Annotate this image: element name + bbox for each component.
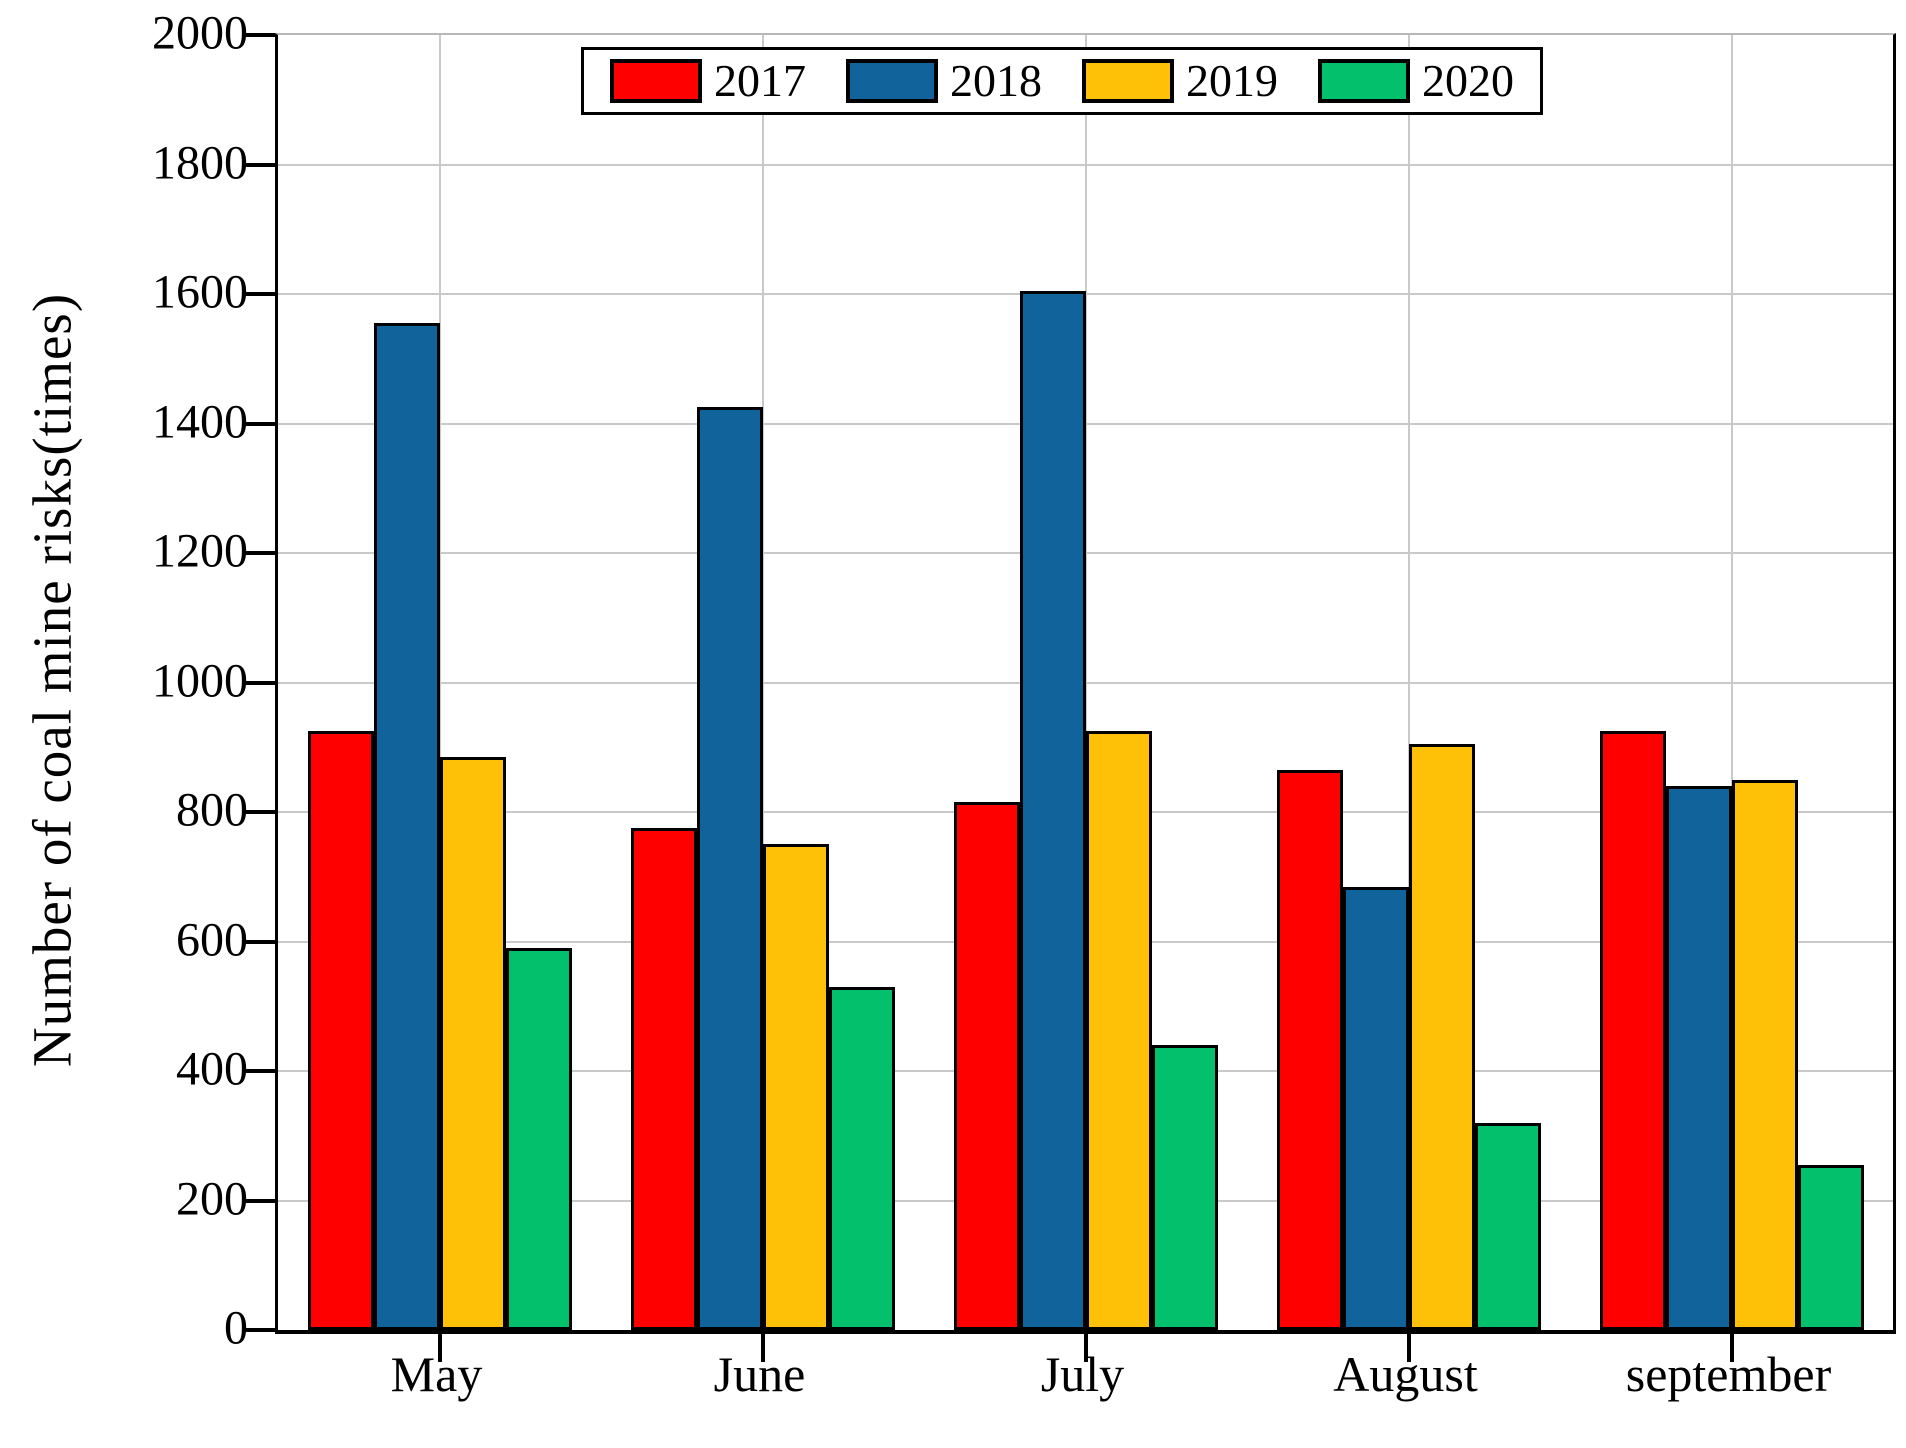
y-tick-1000 [245, 680, 275, 685]
legend-swatch-2017 [610, 59, 702, 103]
x-tick-June [760, 1334, 765, 1362]
bar-2020-June [828, 986, 895, 1330]
y-tick-label-2000: 2000 [152, 6, 248, 60]
y-tick-1200 [245, 551, 275, 555]
y-tick-label-1000: 1000 [152, 654, 248, 707]
x-tick-label-July: July [1040, 1346, 1125, 1402]
v-gridline-June [761, 35, 764, 1330]
bar-2020-August [1474, 1122, 1541, 1330]
x-tick-August [1406, 1334, 1411, 1362]
legend-label-2020: 2020 [1422, 55, 1514, 106]
y-tick-label-1200: 1200 [152, 524, 248, 578]
bar-2018-september [1665, 786, 1732, 1330]
y-tick-400 [245, 1069, 275, 1073]
y-tick-600 [245, 939, 275, 944]
legend-item-2018: 2018 [846, 58, 1042, 104]
bar-2019-July [1085, 731, 1152, 1330]
legend-item-2020: 2020 [1318, 58, 1514, 104]
plot-area: 2017 2018 2019 2020 [245, 33, 1896, 1362]
legend-label-2018: 2018 [950, 55, 1042, 106]
bar-2019-August [1408, 744, 1475, 1330]
bar-2019-June [762, 844, 829, 1330]
bar-2017-June [630, 828, 697, 1330]
bar-2017-July [953, 802, 1020, 1330]
legend-swatch-2019 [1082, 59, 1174, 103]
bar-2020-July [1151, 1045, 1218, 1330]
x-tick-May [437, 1334, 442, 1362]
legend-item-2017: 2017 [610, 58, 806, 104]
bar-2018-July [1019, 290, 1086, 1330]
v-gridline-september [1730, 35, 1733, 1330]
legend-swatch-2018 [846, 59, 938, 103]
y-tick-1600 [245, 292, 275, 296]
bar-2020-May [505, 948, 572, 1330]
bar-2017-August [1276, 769, 1343, 1330]
bar-2019-september [1731, 779, 1798, 1330]
y-tick-label-200: 200 [176, 1172, 248, 1225]
legend-label-2019: 2019 [1186, 55, 1278, 106]
y-tick-0 [245, 1328, 275, 1332]
x-tick-label-september: september [1625, 1346, 1832, 1402]
y-tick-2000 [245, 33, 275, 37]
bar-2018-August [1342, 886, 1409, 1330]
v-gridline-May [438, 35, 441, 1330]
y-tick-label-800: 800 [176, 783, 248, 837]
x-tick-label-June: June [713, 1346, 806, 1402]
bar-2020-september [1797, 1164, 1864, 1330]
y-tick-label-400: 400 [176, 1042, 248, 1096]
bar-2018-June [696, 407, 763, 1330]
y-tick-label-1800: 1800 [152, 136, 248, 189]
legend: 2017 2018 2019 2020 [581, 47, 1543, 115]
y-tick-200 [245, 1198, 275, 1203]
bar-2019-May [439, 757, 506, 1330]
y-axis-title: Number of coal mine risks(times) [21, 292, 83, 1068]
x-tick-september [1729, 1334, 1734, 1362]
bar-2018-May [373, 323, 440, 1330]
bar-2017-september [1599, 731, 1666, 1330]
legend-item-2019: 2019 [1082, 58, 1278, 104]
legend-swatch-2020 [1318, 59, 1410, 103]
x-tick-label-August: August [1333, 1346, 1478, 1402]
x-tick-July [1083, 1334, 1088, 1362]
y-tick-1800 [245, 162, 275, 167]
bar-2017-May [307, 731, 374, 1330]
legend-label-2017: 2017 [714, 55, 806, 106]
v-gridline-August [1407, 35, 1410, 1330]
y-tick-800 [245, 810, 275, 814]
y-tick-1400 [245, 421, 275, 426]
x-tick-label-May: May [390, 1346, 483, 1402]
y-tick-label-0: 0 [224, 1301, 248, 1355]
y-tick-label-1600: 1600 [152, 265, 248, 319]
y-tick-label-600: 600 [176, 913, 248, 966]
v-gridline-July [1084, 35, 1087, 1330]
y-tick-label-1400: 1400 [152, 395, 248, 448]
